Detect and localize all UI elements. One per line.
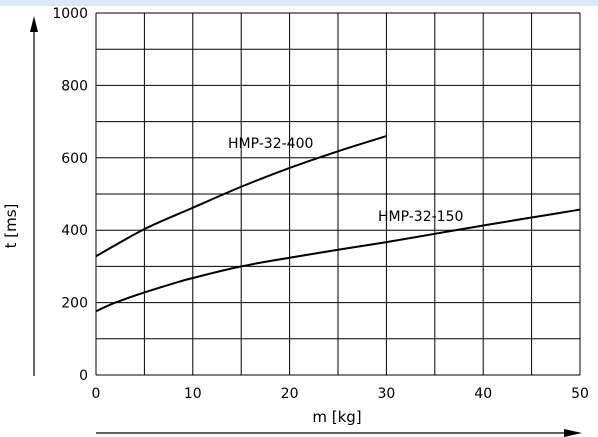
y-tick-label: 800 (61, 78, 88, 94)
x-tick-label: 20 (281, 386, 299, 402)
series-label-hmp-32-150: HMP-32-150 (378, 209, 463, 225)
tick-labels: 0 200 400 600 800 1000 0 10 20 30 40 50 (52, 6, 589, 402)
x-tick-label: 10 (184, 386, 202, 402)
x-tick-label: 40 (474, 386, 492, 402)
y-tick-label: 200 (61, 296, 88, 312)
y-tick-label: 400 (61, 223, 88, 239)
series-label-hmp-32-400: HMP-32-400 (228, 136, 313, 152)
x-axis-arrowhead (564, 429, 582, 437)
x-tick-label: 50 (571, 386, 589, 402)
series-line-1 (95, 208, 581, 313)
x-tick-label: 30 (377, 386, 395, 402)
y-axis-label: t [ms] (2, 204, 20, 249)
top-strip (0, 0, 598, 6)
y-tick-label: 1000 (52, 6, 88, 22)
axis-arrows (30, 16, 582, 437)
series-line-0 (95, 135, 387, 258)
x-axis-label: m [kg] (312, 408, 361, 426)
y-axis-arrowhead (30, 16, 38, 32)
curves (95, 135, 581, 313)
x-tick-label: 0 (92, 386, 101, 402)
y-tick-label: 600 (61, 151, 88, 167)
grid (95, 12, 581, 376)
y-tick-label: 0 (79, 368, 88, 384)
